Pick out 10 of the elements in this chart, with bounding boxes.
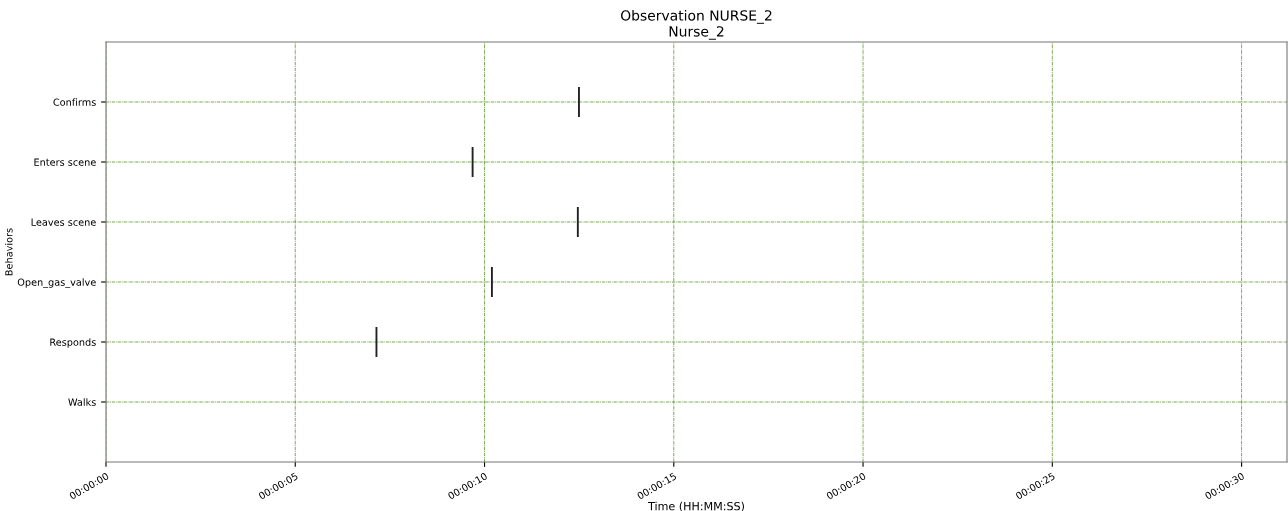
y-tick-label: Leaves scene xyxy=(31,218,96,226)
y-axis-title: Behaviors xyxy=(5,228,13,276)
y-tick-label: Responds xyxy=(50,338,96,348)
y-tick-label: Walks xyxy=(68,398,96,406)
x-axis-title: Time (HH:MM:SS) xyxy=(648,501,744,511)
chart-title: Observation NURSE_2 xyxy=(620,9,772,24)
y-tick-label: Open_gas_valve xyxy=(17,278,96,288)
y-tick-label: Enters scene xyxy=(34,158,96,166)
y-tick-label: Confirms xyxy=(53,98,96,106)
chart-subtitle: Nurse_2 xyxy=(669,26,724,40)
